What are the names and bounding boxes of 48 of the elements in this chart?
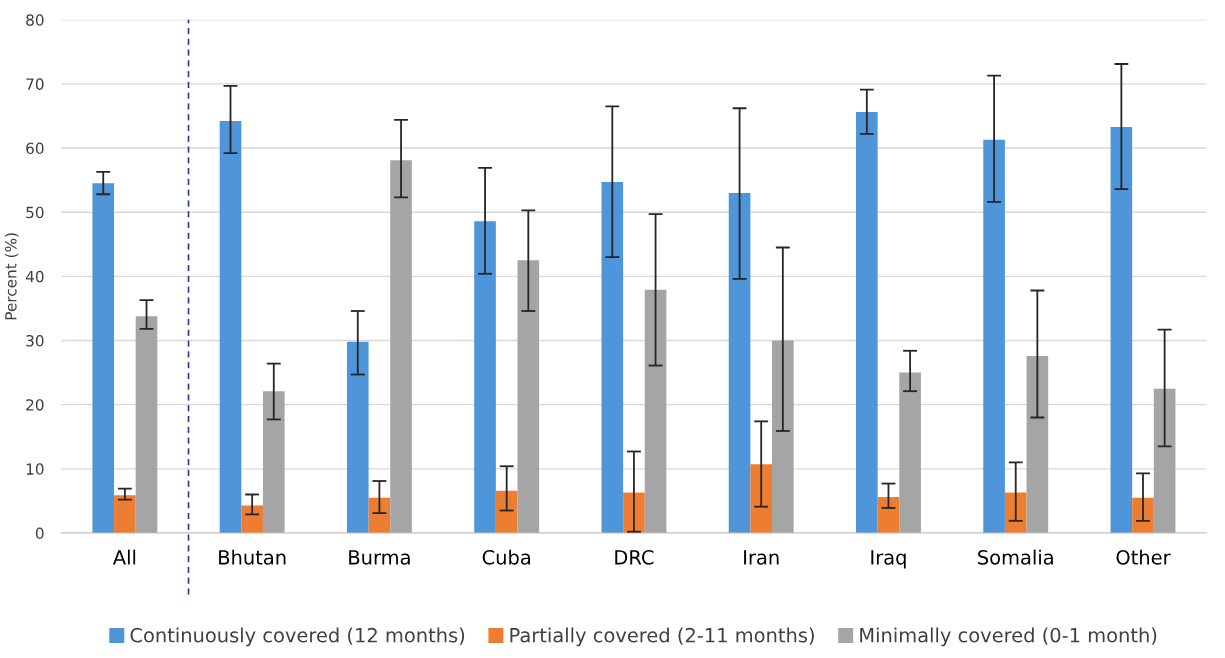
y-axis-title: Percent (%) xyxy=(4,233,19,320)
x-tick-label: All xyxy=(112,549,136,565)
bar xyxy=(135,316,158,533)
bar xyxy=(644,289,667,533)
x-tick-label: DRC xyxy=(615,549,654,565)
bar xyxy=(1153,388,1176,533)
x-tick-label: Bhutan xyxy=(219,549,286,565)
y-tick-label: 10 xyxy=(26,463,44,475)
bar xyxy=(92,183,115,533)
bar xyxy=(772,340,794,533)
legend-label: Partially covered (2-11 months) xyxy=(510,627,814,647)
x-tick-label: Somalia xyxy=(978,549,1053,565)
bar xyxy=(877,497,900,533)
y-tick-label: 40 xyxy=(25,270,44,283)
bar xyxy=(856,112,878,533)
bar xyxy=(1026,355,1049,533)
bar xyxy=(241,505,263,533)
bar xyxy=(601,182,624,533)
y-tick-label: 70 xyxy=(26,78,44,90)
legend-label: Minimally covered (0-1 month) xyxy=(860,627,1157,647)
bar xyxy=(474,221,496,533)
bar xyxy=(728,192,751,533)
x-tick-label: Burma xyxy=(349,550,410,565)
bar xyxy=(114,495,136,533)
x-tick-label: Other xyxy=(1116,549,1171,565)
y-tick-label: 60 xyxy=(26,142,44,155)
bar xyxy=(899,372,921,533)
bar xyxy=(368,497,391,533)
bar xyxy=(517,260,540,533)
x-tick-label: Iraq xyxy=(871,550,906,569)
bar xyxy=(262,391,285,533)
bar xyxy=(219,121,242,533)
x-tick-label: Cuba xyxy=(482,549,530,565)
bar xyxy=(1004,492,1027,533)
bar xyxy=(1110,126,1133,533)
y-tick-label: 20 xyxy=(26,399,44,411)
bar xyxy=(1132,497,1154,533)
y-tick-label: 30 xyxy=(26,334,44,347)
bar xyxy=(390,160,412,533)
y-tick-label: 0 xyxy=(35,527,44,539)
bar xyxy=(495,490,518,533)
bar xyxy=(983,139,1005,533)
bar xyxy=(346,341,369,533)
bar xyxy=(750,464,773,533)
x-tick-label: Iran xyxy=(744,550,779,565)
legend-label: Continuously covered (12 months) xyxy=(130,627,465,647)
y-tick-label: 50 xyxy=(26,206,44,219)
y-tick-label: 80 xyxy=(26,14,44,26)
